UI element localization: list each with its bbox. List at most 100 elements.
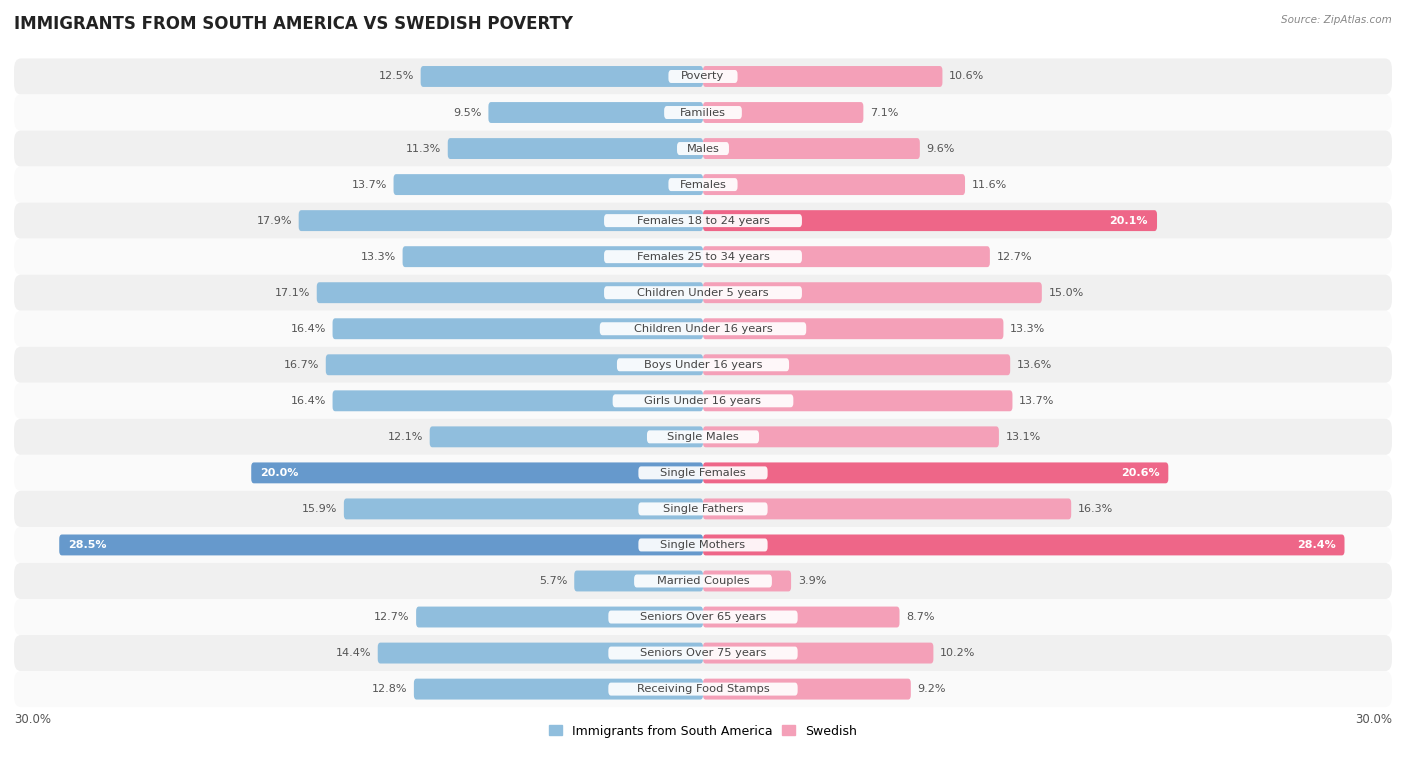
FancyBboxPatch shape — [703, 534, 1344, 556]
FancyBboxPatch shape — [678, 142, 728, 155]
FancyBboxPatch shape — [14, 563, 1392, 599]
FancyBboxPatch shape — [617, 359, 789, 371]
FancyBboxPatch shape — [605, 287, 801, 299]
Text: 3.9%: 3.9% — [797, 576, 827, 586]
FancyBboxPatch shape — [668, 70, 738, 83]
FancyBboxPatch shape — [703, 606, 900, 628]
Text: 8.7%: 8.7% — [907, 612, 935, 622]
FancyBboxPatch shape — [59, 534, 703, 556]
FancyBboxPatch shape — [298, 210, 703, 231]
FancyBboxPatch shape — [703, 427, 998, 447]
Text: 15.0%: 15.0% — [1049, 288, 1084, 298]
Text: 28.5%: 28.5% — [69, 540, 107, 550]
Text: 13.6%: 13.6% — [1017, 360, 1052, 370]
FancyBboxPatch shape — [638, 466, 768, 479]
FancyBboxPatch shape — [703, 210, 1157, 231]
Text: 16.4%: 16.4% — [291, 324, 326, 334]
Text: Girls Under 16 years: Girls Under 16 years — [644, 396, 762, 406]
Text: Boys Under 16 years: Boys Under 16 years — [644, 360, 762, 370]
Text: Seniors Over 65 years: Seniors Over 65 years — [640, 612, 766, 622]
FancyBboxPatch shape — [488, 102, 703, 123]
Text: 10.6%: 10.6% — [949, 71, 984, 81]
Text: 13.3%: 13.3% — [1010, 324, 1046, 334]
Text: IMMIGRANTS FROM SOUTH AMERICA VS SWEDISH POVERTY: IMMIGRANTS FROM SOUTH AMERICA VS SWEDISH… — [14, 15, 574, 33]
Text: Married Couples: Married Couples — [657, 576, 749, 586]
Text: 28.4%: 28.4% — [1296, 540, 1336, 550]
Text: Seniors Over 75 years: Seniors Over 75 years — [640, 648, 766, 658]
FancyBboxPatch shape — [703, 66, 942, 87]
FancyBboxPatch shape — [703, 354, 1010, 375]
FancyBboxPatch shape — [14, 239, 1392, 274]
FancyBboxPatch shape — [413, 678, 703, 700]
FancyBboxPatch shape — [14, 346, 1392, 383]
FancyBboxPatch shape — [326, 354, 703, 375]
FancyBboxPatch shape — [647, 431, 759, 443]
Text: Single Females: Single Females — [661, 468, 745, 478]
Text: 13.7%: 13.7% — [352, 180, 387, 190]
Text: 12.7%: 12.7% — [374, 612, 409, 622]
FancyBboxPatch shape — [402, 246, 703, 267]
FancyBboxPatch shape — [394, 174, 703, 195]
FancyBboxPatch shape — [14, 635, 1392, 671]
FancyBboxPatch shape — [344, 499, 703, 519]
Text: Poverty: Poverty — [682, 71, 724, 81]
FancyBboxPatch shape — [430, 427, 703, 447]
Text: Single Fathers: Single Fathers — [662, 504, 744, 514]
FancyBboxPatch shape — [14, 671, 1392, 707]
FancyBboxPatch shape — [703, 246, 990, 267]
FancyBboxPatch shape — [14, 455, 1392, 491]
FancyBboxPatch shape — [14, 58, 1392, 95]
Text: 12.7%: 12.7% — [997, 252, 1032, 262]
FancyBboxPatch shape — [14, 95, 1392, 130]
Text: 9.5%: 9.5% — [453, 108, 482, 117]
FancyBboxPatch shape — [703, 571, 792, 591]
Legend: Immigrants from South America, Swedish: Immigrants from South America, Swedish — [544, 719, 862, 743]
FancyBboxPatch shape — [609, 683, 797, 696]
FancyBboxPatch shape — [333, 390, 703, 412]
FancyBboxPatch shape — [703, 678, 911, 700]
FancyBboxPatch shape — [703, 102, 863, 123]
Text: 11.3%: 11.3% — [406, 143, 441, 154]
Text: 14.4%: 14.4% — [336, 648, 371, 658]
Text: 30.0%: 30.0% — [1355, 713, 1392, 725]
FancyBboxPatch shape — [703, 174, 965, 195]
FancyBboxPatch shape — [703, 462, 1168, 484]
FancyBboxPatch shape — [14, 274, 1392, 311]
FancyBboxPatch shape — [703, 318, 1004, 339]
FancyBboxPatch shape — [703, 499, 1071, 519]
Text: Children Under 16 years: Children Under 16 years — [634, 324, 772, 334]
FancyBboxPatch shape — [333, 318, 703, 339]
Text: 16.3%: 16.3% — [1078, 504, 1114, 514]
Text: 20.0%: 20.0% — [260, 468, 298, 478]
Text: 12.5%: 12.5% — [378, 71, 413, 81]
Text: 13.1%: 13.1% — [1005, 432, 1040, 442]
Text: 5.7%: 5.7% — [538, 576, 568, 586]
FancyBboxPatch shape — [574, 571, 703, 591]
Text: 15.9%: 15.9% — [302, 504, 337, 514]
FancyBboxPatch shape — [703, 390, 1012, 412]
FancyBboxPatch shape — [613, 394, 793, 407]
FancyBboxPatch shape — [634, 575, 772, 587]
FancyBboxPatch shape — [600, 322, 806, 335]
FancyBboxPatch shape — [14, 167, 1392, 202]
Text: 12.1%: 12.1% — [388, 432, 423, 442]
Text: 20.6%: 20.6% — [1121, 468, 1160, 478]
FancyBboxPatch shape — [664, 106, 742, 119]
Text: 7.1%: 7.1% — [870, 108, 898, 117]
FancyBboxPatch shape — [638, 503, 768, 515]
FancyBboxPatch shape — [703, 643, 934, 663]
FancyBboxPatch shape — [447, 138, 703, 159]
FancyBboxPatch shape — [420, 66, 703, 87]
FancyBboxPatch shape — [252, 462, 703, 484]
Text: Single Mothers: Single Mothers — [661, 540, 745, 550]
Text: Males: Males — [686, 143, 720, 154]
FancyBboxPatch shape — [14, 599, 1392, 635]
FancyBboxPatch shape — [14, 383, 1392, 419]
Text: 20.1%: 20.1% — [1109, 215, 1147, 226]
Text: Females 25 to 34 years: Females 25 to 34 years — [637, 252, 769, 262]
Text: 30.0%: 30.0% — [14, 713, 51, 725]
Text: 10.2%: 10.2% — [941, 648, 976, 658]
Text: Families: Families — [681, 108, 725, 117]
Text: Children Under 5 years: Children Under 5 years — [637, 288, 769, 298]
FancyBboxPatch shape — [14, 311, 1392, 346]
